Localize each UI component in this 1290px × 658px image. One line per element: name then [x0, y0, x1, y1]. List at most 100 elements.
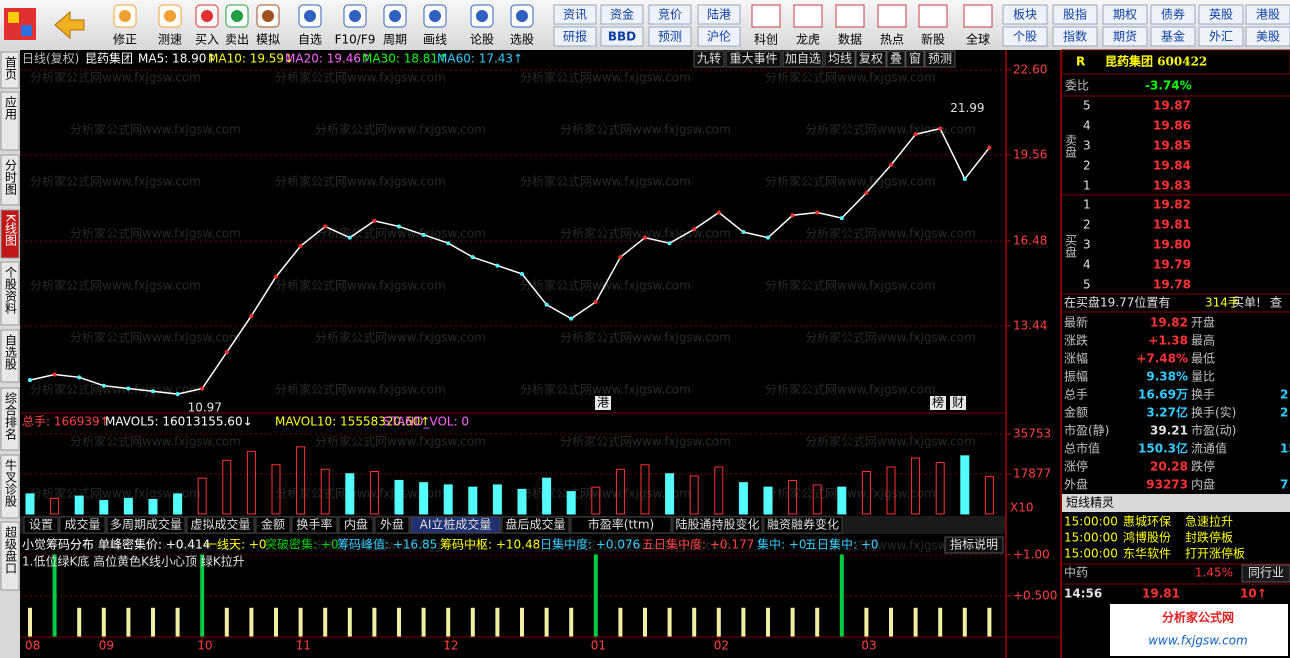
toolbar-button[interactable]: 修正	[113, 32, 137, 47]
toolbar-button[interactable]: 预测	[658, 30, 682, 44]
toolbar-pair-box[interactable]	[553, 26, 597, 47]
toolbar-pair-box[interactable]	[1150, 26, 1196, 47]
side-tab[interactable]	[0, 329, 20, 383]
indicator-tab[interactable]	[570, 516, 672, 534]
side-tab[interactable]	[0, 521, 20, 591]
chart-tool-label[interactable]: 复权	[859, 52, 883, 66]
toolbar-button[interactable]: 科创	[754, 33, 778, 47]
indicator-tab[interactable]	[374, 516, 410, 534]
indicator-tab[interactable]	[255, 516, 291, 534]
indicator-tab[interactable]	[501, 516, 570, 534]
toolbar-pair-box[interactable]	[648, 4, 692, 25]
chart-tool-label[interactable]: 叠	[890, 52, 902, 66]
toolbar-button[interactable]: 竞价	[658, 8, 682, 22]
toolbar-button[interactable]: 测速	[158, 33, 182, 47]
side-tab-label[interactable]: 应用	[4, 95, 18, 121]
toolbar-pair-box[interactable]	[697, 26, 741, 47]
toolbar-button[interactable]: 期货	[1113, 29, 1137, 44]
side-tab[interactable]	[0, 91, 20, 151]
indicator-tab-label[interactable]: 融资融券变化	[767, 517, 839, 532]
side-tab[interactable]	[0, 51, 20, 89]
toolbar-button[interactable]: 美股	[1256, 30, 1280, 44]
toolbar-button[interactable]: 周期	[383, 33, 407, 47]
peer-button[interactable]	[1241, 564, 1290, 583]
chart-tool-button[interactable]	[886, 50, 906, 68]
event-marker-label[interactable]: 榜	[932, 395, 944, 410]
chart-tool-label[interactable]: 均线	[828, 52, 852, 66]
indicator-tab-label[interactable]: 陆股通持股变化	[675, 517, 759, 532]
chart-tool-label[interactable]: 窗	[909, 52, 921, 66]
toolbar-button[interactable]: 数据	[838, 32, 862, 47]
chart-tool-button[interactable]	[693, 50, 725, 68]
side-tab-label[interactable]: 首页	[4, 56, 18, 81]
chart-tool-label[interactable]: 加自选	[785, 52, 821, 66]
elf-stock[interactable]: 东华软件	[1123, 547, 1171, 561]
side-tab[interactable]	[0, 387, 20, 451]
toolbar-button[interactable]: 模拟	[256, 33, 280, 47]
event-marker[interactable]	[930, 396, 946, 410]
toolbar-button[interactable]: 研报	[563, 29, 587, 44]
event-marker[interactable]	[595, 396, 611, 410]
toolbar-button[interactable]: 沪伦	[707, 29, 731, 44]
toolbar-button[interactable]: 英股	[1209, 8, 1233, 22]
side-tab-label[interactable]: 超级盘口	[4, 525, 18, 574]
elf-stock[interactable]: 惠城环保	[1123, 515, 1171, 529]
indicator-tab-label[interactable]: 盘后成交量	[505, 517, 565, 532]
chart-tool-button[interactable]	[855, 50, 887, 68]
toolbar-button[interactable]: 全球	[966, 32, 990, 47]
side-tab-label[interactable]: 分时图	[4, 159, 18, 195]
indicator-tab[interactable]	[763, 516, 843, 534]
toolbar-button[interactable]: 债券	[1161, 7, 1185, 22]
chart-tool-label[interactable]: 九转	[697, 51, 721, 66]
indicator-tab[interactable]	[106, 516, 186, 534]
toolbar-pair-box[interactable]	[1002, 26, 1048, 47]
indicator-tab[interactable]	[338, 516, 374, 534]
toolbar-pair-box[interactable]	[600, 26, 644, 47]
toolbar-button[interactable]: 股指	[1063, 7, 1087, 22]
toolbar-pair-box[interactable]	[697, 4, 741, 25]
toolbar-button[interactable]: 资讯	[563, 8, 587, 22]
toolbar-button[interactable]: 自选	[298, 33, 322, 47]
toolbar-button[interactable]: 买入	[195, 33, 219, 47]
indicator-help-label[interactable]: 指标说明	[950, 537, 998, 552]
toolbar-pair-box[interactable]	[648, 26, 692, 47]
toolbar-pair-box[interactable]	[1245, 26, 1290, 47]
toolbar-pair-box[interactable]	[600, 4, 644, 25]
chart-tool-button[interactable]	[824, 50, 856, 68]
peer-label[interactable]: 同行业	[1248, 566, 1284, 580]
indicator-tab-label[interactable]: AI立桩成交量	[420, 517, 492, 532]
toolbar-button[interactable]: 卖出	[225, 33, 249, 47]
indicator-tab[interactable]	[59, 516, 106, 534]
chart-tool-label[interactable]: 重大事件	[729, 52, 777, 66]
side-tab[interactable]	[0, 261, 20, 326]
indicator-tab-label[interactable]: 市盈率(ttm)	[588, 517, 654, 532]
side-tab[interactable]	[0, 154, 20, 206]
event-marker[interactable]	[950, 396, 966, 410]
indicator-tab[interactable]	[23, 516, 59, 534]
chart-tool-button[interactable]	[905, 50, 925, 68]
side-tab-label[interactable]: 综合排名	[4, 392, 18, 440]
indicator-tab-label[interactable]: 设置	[29, 518, 53, 532]
toolbar-pair-box[interactable]	[1002, 4, 1048, 25]
back-button[interactable]	[54, 10, 85, 40]
toolbar-button[interactable]: 港股	[1256, 8, 1280, 22]
chart-tool-label[interactable]: 预测	[928, 52, 952, 66]
toolbar-button[interactable]: 热点	[880, 33, 904, 47]
toolbar-pair-box[interactable]	[1052, 4, 1098, 25]
toolbar-pair-box[interactable]	[1198, 4, 1244, 25]
toolbar-button[interactable]: 外汇	[1209, 30, 1233, 44]
indicator-tab[interactable]	[291, 516, 338, 534]
toolbar-pair-box[interactable]	[1245, 4, 1290, 25]
toolbar-button[interactable]: 画线	[423, 33, 447, 47]
toolbar-pair-box[interactable]	[1198, 26, 1244, 47]
toolbar-pair-box[interactable]	[1052, 26, 1098, 47]
indicator-tab[interactable]	[672, 516, 763, 534]
toolbar-button[interactable]: 龙虎	[796, 33, 820, 47]
toolbar-button[interactable]: 个股	[1013, 30, 1037, 44]
event-marker-label[interactable]: 港	[597, 396, 609, 410]
toolbar-button[interactable]: 资金	[610, 7, 634, 22]
indicator-tab[interactable]	[186, 516, 255, 534]
side-tab-label[interactable]: 个股资料	[4, 266, 18, 314]
toolbar-button[interactable]: 选股	[510, 33, 534, 47]
side-tab-label[interactable]: 牛叉诊股	[4, 458, 18, 508]
